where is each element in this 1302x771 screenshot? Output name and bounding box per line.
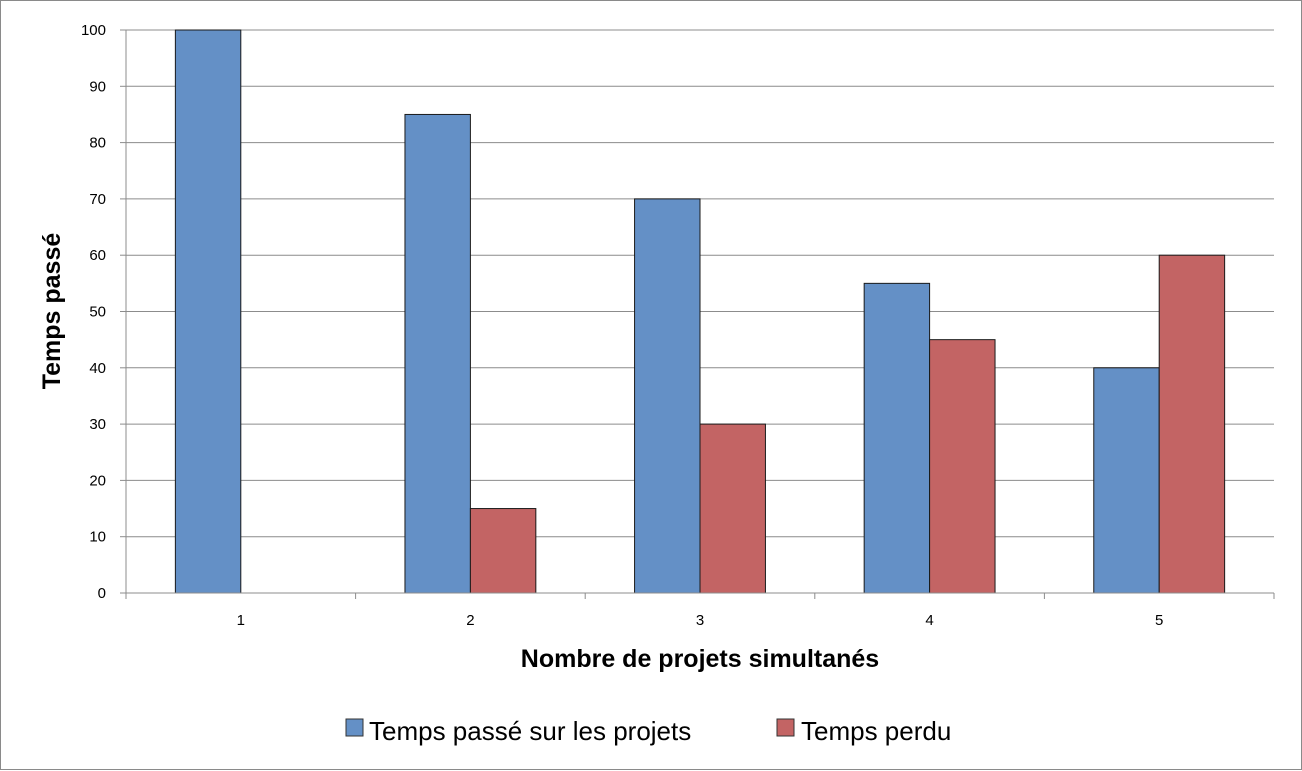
- y-tick-label: 50: [89, 304, 106, 321]
- bar-series-2-cat-2: [469, 508, 537, 594]
- y-tick-label: 70: [89, 191, 106, 208]
- legend-swatch-series-1: [345, 718, 364, 737]
- x-tick-labels: 1 2 3 4 5: [237, 612, 1164, 629]
- y-tick-label: 90: [89, 78, 106, 95]
- legend-swatch-series-2: [776, 718, 795, 737]
- y-axis-title: Temps passé: [38, 233, 66, 390]
- x-tick-label: 1: [237, 612, 245, 629]
- x-tick-label: 4: [925, 612, 933, 629]
- y-tick-labels: 0 10 20 30 40 50 60 70 80 90 100: [81, 22, 106, 602]
- bar-series-1-cat-2: [404, 113, 471, 594]
- y-tick-label: 20: [89, 472, 106, 489]
- x-axis-title: Nombre de projets simultanés: [521, 645, 879, 673]
- bar-series-2-cat-4: [929, 339, 996, 594]
- bar-series-1-cat-4: [863, 282, 931, 594]
- bar-series-2-cat-3: [699, 423, 766, 594]
- bars: [174, 29, 1226, 594]
- axes: [120, 29, 1275, 599]
- y-tick-label: 100: [81, 22, 106, 39]
- y-tick-label: 40: [89, 360, 106, 377]
- y-tick-label: 80: [89, 135, 106, 152]
- bar-series-1-cat-5: [1093, 367, 1160, 594]
- bar-series-1-cat-1: [174, 29, 242, 594]
- y-tick-label: 10: [89, 529, 106, 546]
- legend-label-series-2: Temps perdu: [801, 716, 951, 746]
- y-tick-label: 60: [89, 247, 106, 264]
- x-tick-label: 3: [696, 612, 704, 629]
- bar-series-1-cat-3: [634, 198, 701, 594]
- y-tick-label: 0: [98, 585, 106, 602]
- x-tick-label: 2: [466, 612, 474, 629]
- legend-label-series-1: Temps passé sur les projets: [369, 716, 691, 746]
- legend: Temps passé sur les projets Temps perdu: [345, 716, 951, 746]
- x-tick-label: 5: [1155, 612, 1163, 629]
- bar-series-2-cat-5: [1158, 254, 1226, 594]
- y-tick-label: 30: [89, 416, 106, 433]
